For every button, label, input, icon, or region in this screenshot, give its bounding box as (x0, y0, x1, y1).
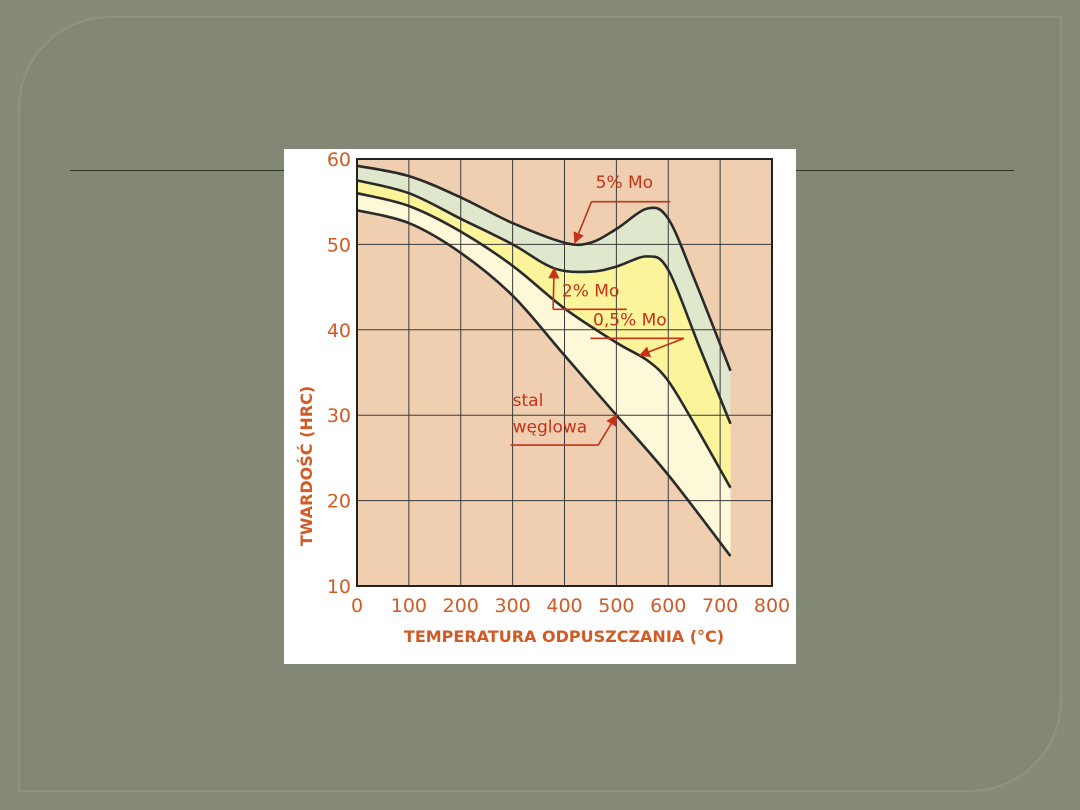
y-tick-label-50: 50 (327, 234, 351, 256)
band-5mo-to-2mo (357, 165, 731, 424)
y-tick-label-30: 30 (327, 405, 351, 427)
title-divider-left (70, 170, 286, 171)
x-tick-label-500: 500 (598, 595, 634, 617)
y-tick-label-10: 10 (327, 576, 351, 598)
title-divider-right (794, 170, 1014, 171)
x-tick-label-800: 800 (754, 595, 790, 617)
curve-3 (356, 208, 732, 557)
annotation-label-1: 2% Mo (562, 281, 619, 301)
x-tick-label-300: 300 (494, 595, 530, 617)
y-tick-label-20: 20 (327, 491, 351, 513)
annotation-arrow-2 (638, 337, 685, 358)
y-tick-label-60: 60 (327, 149, 351, 171)
x-tick-label-700: 700 (702, 595, 738, 617)
band-2mo-to-05mo (357, 180, 731, 488)
y-tick-label-40: 40 (327, 320, 351, 342)
x-tick-label-600: 600 (650, 595, 686, 617)
x-tick-label-0: 0 (351, 595, 363, 617)
curve-1 (356, 179, 732, 425)
annotation-label-2: 0,5% Mo (593, 311, 667, 331)
y-axis-title: TWARDOŚĆ (HRC) (297, 386, 316, 546)
x-tick-label-400: 400 (546, 595, 582, 617)
x-axis-title: TEMPERATURA ODPUSZCZANIA (°C) (404, 627, 724, 646)
annotation-arrow-0 (573, 201, 593, 244)
annotation-arrow-1 (548, 267, 560, 310)
curve-2 (356, 191, 732, 489)
curve-0 (356, 164, 732, 372)
hardness-chart-figure: 10 20 30 40 50 60 0 100 200 300 400 500 600 700 800 5%… (284, 149, 796, 664)
annotation-arrow-4 (597, 414, 618, 446)
annotation-label-4: węglowa (513, 417, 588, 437)
band-05mo-to-carbon (357, 193, 731, 557)
x-tick-label-100: 100 (391, 595, 427, 617)
annotation-label-0: 5% Mo (596, 173, 653, 193)
annotation-label-3: stal (513, 391, 544, 411)
plot-frame (356, 158, 773, 587)
x-tick-label-200: 200 (443, 595, 479, 617)
